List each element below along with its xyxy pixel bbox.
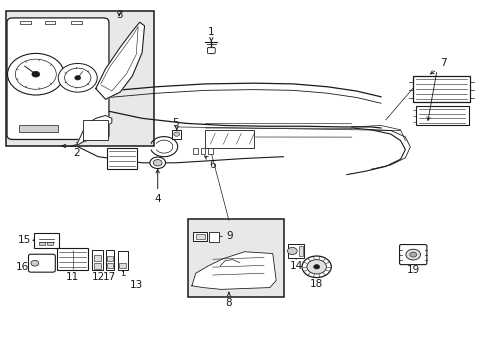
FancyBboxPatch shape	[399, 244, 426, 265]
Text: 16: 16	[16, 262, 29, 272]
Circle shape	[302, 256, 330, 278]
Bar	[412, 76, 469, 102]
Polygon shape	[96, 22, 144, 99]
Text: 4: 4	[154, 194, 161, 204]
Text: 8: 8	[225, 298, 232, 308]
Text: 18: 18	[309, 279, 323, 289]
Bar	[118, 251, 128, 270]
Bar	[47, 242, 53, 245]
Bar	[94, 255, 101, 261]
Circle shape	[75, 76, 81, 80]
Text: 10: 10	[115, 160, 128, 170]
Bar	[105, 250, 114, 270]
FancyBboxPatch shape	[28, 254, 55, 272]
Bar	[19, 125, 58, 132]
Text: 14: 14	[289, 261, 302, 271]
Text: 13: 13	[129, 280, 142, 290]
Bar	[94, 263, 101, 269]
Circle shape	[153, 159, 162, 166]
Circle shape	[58, 63, 97, 92]
Circle shape	[7, 53, 64, 95]
Circle shape	[64, 68, 91, 87]
Bar	[208, 231, 218, 242]
Bar	[188, 220, 283, 297]
Text: 12: 12	[91, 272, 104, 282]
Circle shape	[31, 260, 39, 266]
FancyBboxPatch shape	[7, 18, 109, 139]
Text: 1: 1	[207, 27, 214, 37]
Text: 17: 17	[103, 272, 116, 282]
Bar	[107, 148, 137, 169]
Bar	[39, 242, 44, 245]
Bar	[172, 130, 181, 139]
Polygon shape	[205, 130, 254, 148]
Circle shape	[32, 71, 40, 77]
Bar	[107, 256, 113, 261]
Polygon shape	[76, 116, 112, 146]
Bar	[415, 106, 468, 126]
Bar	[57, 248, 88, 270]
Circle shape	[409, 252, 416, 257]
FancyBboxPatch shape	[207, 48, 215, 53]
Polygon shape	[191, 252, 276, 289]
Bar	[5, 12, 154, 146]
Bar	[193, 148, 198, 154]
Text: 19: 19	[406, 265, 419, 275]
Circle shape	[313, 265, 319, 269]
Bar	[44, 21, 55, 24]
Text: 5: 5	[172, 118, 178, 128]
Text: 2: 2	[73, 148, 80, 158]
Text: 6: 6	[209, 160, 216, 170]
Circle shape	[173, 132, 179, 136]
Bar	[82, 120, 108, 140]
Bar	[195, 234, 204, 239]
Text: 11: 11	[66, 272, 80, 282]
Bar	[299, 246, 303, 256]
Bar	[34, 233, 59, 248]
Bar	[207, 148, 212, 154]
Bar	[200, 148, 205, 154]
Text: 7: 7	[439, 58, 446, 68]
Circle shape	[150, 157, 165, 168]
Text: 9: 9	[225, 231, 232, 241]
Circle shape	[15, 59, 56, 89]
Bar	[92, 249, 103, 270]
Circle shape	[287, 247, 297, 255]
Text: 15: 15	[18, 235, 31, 245]
Circle shape	[306, 260, 326, 274]
Bar	[71, 21, 82, 24]
Bar	[119, 263, 126, 268]
Bar	[20, 21, 31, 24]
Bar	[107, 263, 113, 268]
Bar	[193, 232, 206, 241]
Bar	[288, 244, 304, 258]
Text: 3: 3	[116, 10, 122, 20]
Circle shape	[405, 249, 420, 260]
